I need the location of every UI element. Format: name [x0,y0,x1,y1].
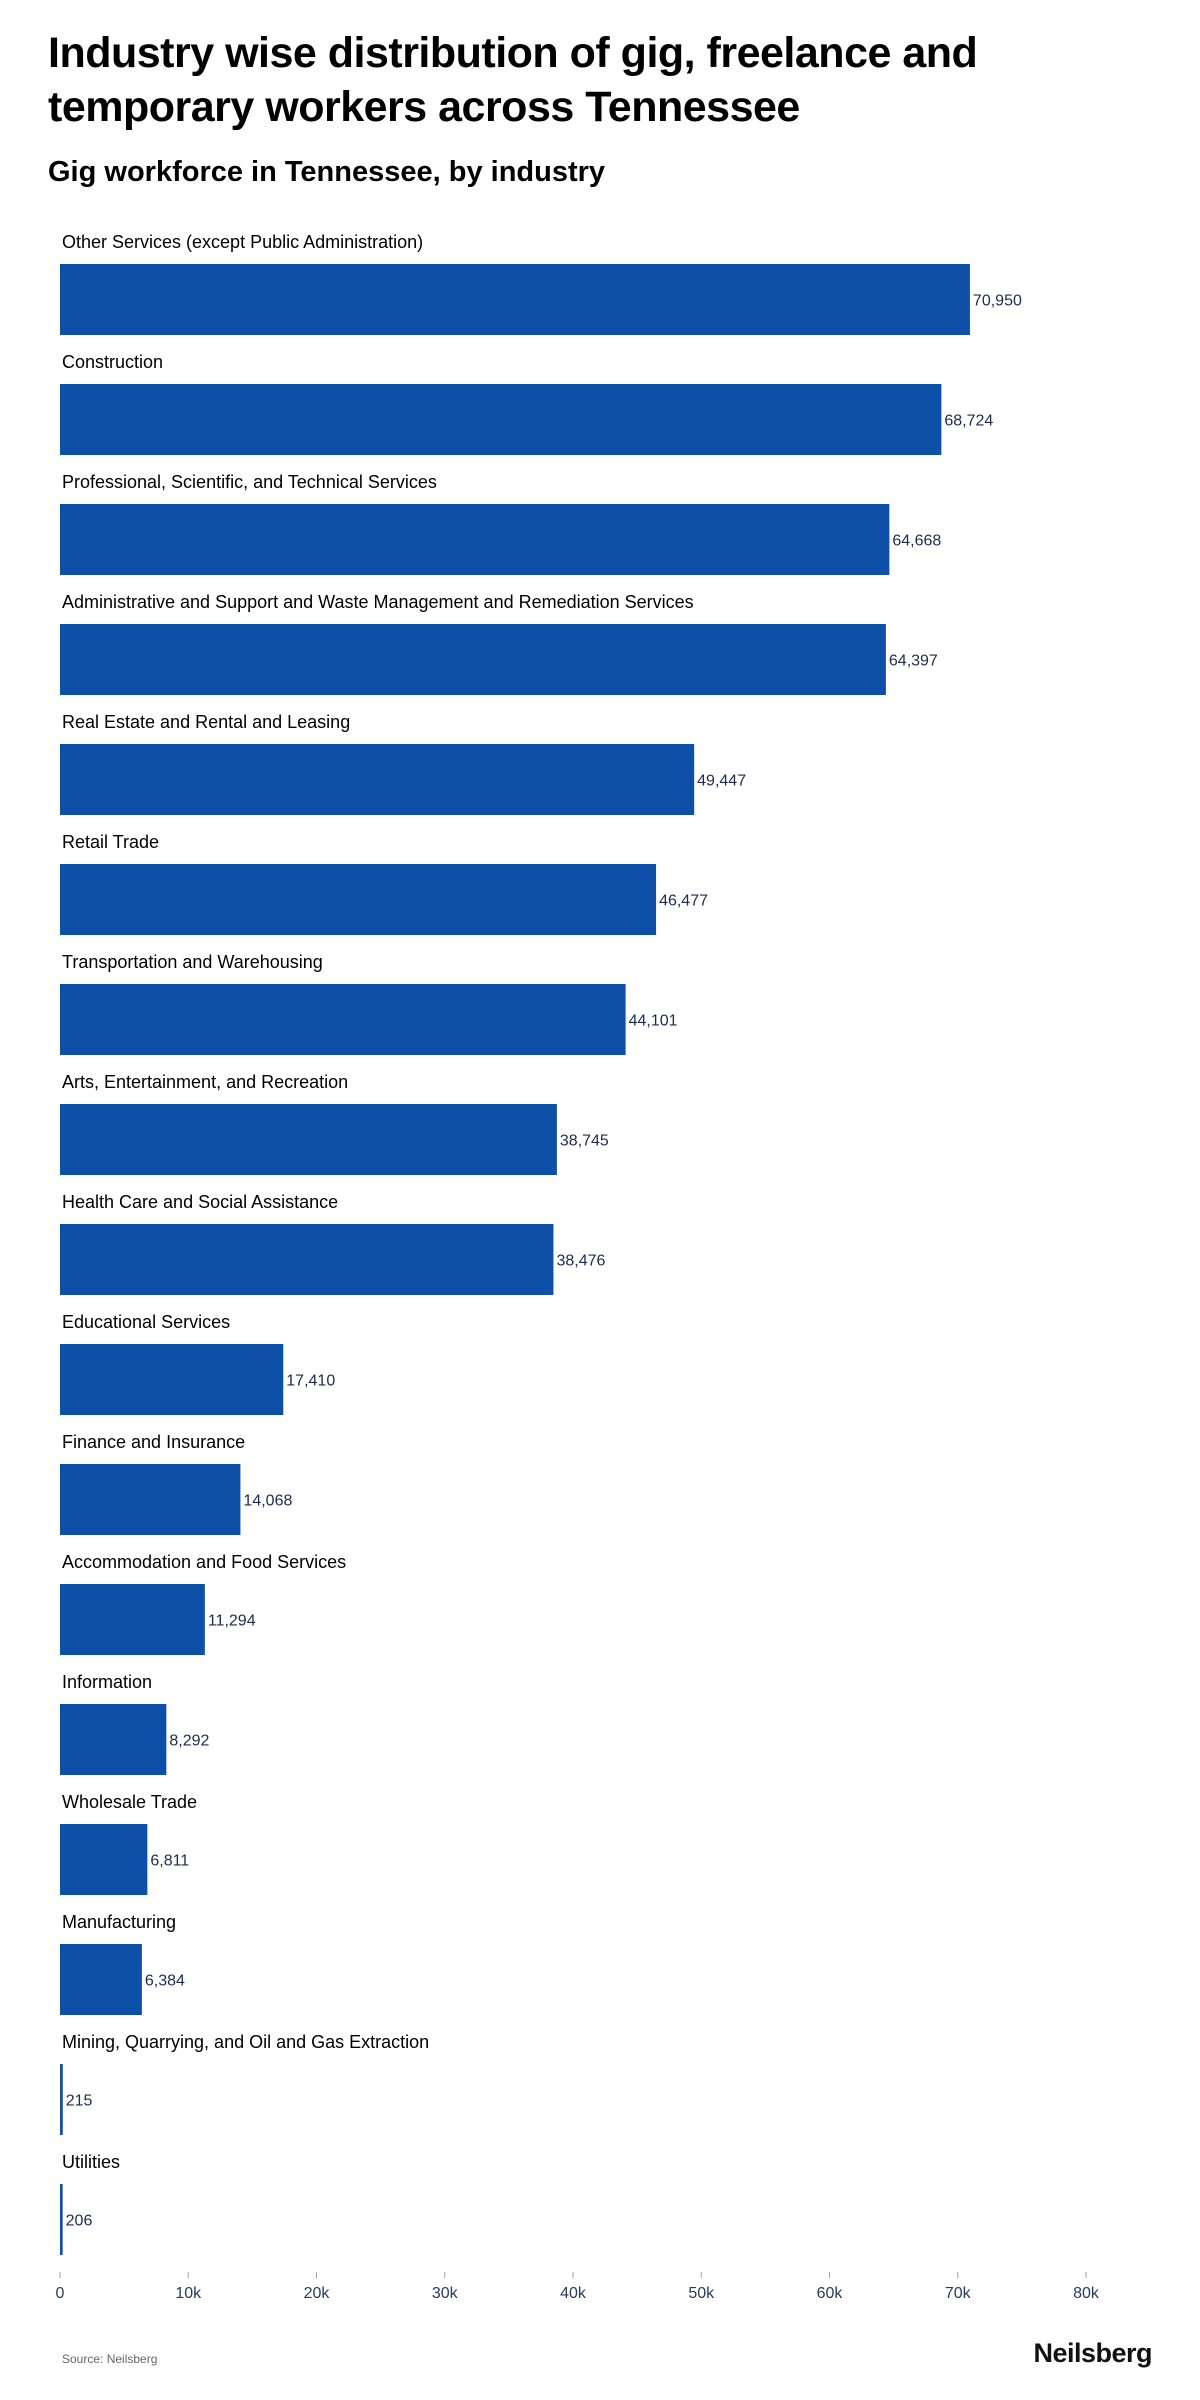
value-label: 6,811 [150,1853,189,1870]
value-label: 206 [66,2213,93,2230]
bar [60,384,942,455]
category-label: Utilities [62,2152,120,2172]
bar [60,2064,63,2135]
bar [60,1704,167,1775]
category-label: Mining, Quarrying, and Oil and Gas Extra… [62,2032,429,2052]
value-label: 49,447 [697,773,746,790]
value-label: 215 [66,2093,93,2110]
category-label: Health Care and Social Assistance [62,1192,338,1212]
bar [60,1824,148,1895]
category-label: Finance and Insurance [62,1432,245,1452]
category-label: Professional, Scientific, and Technical … [62,472,437,492]
bar [60,1224,554,1295]
x-tick-label: 10k [175,2285,202,2302]
category-label: Manufacturing [62,1912,176,1932]
x-tick-label: 70k [945,2285,972,2302]
bar [60,264,970,335]
value-label: 11,294 [208,1613,256,1630]
bar [60,1344,284,1415]
x-tick-label: 50k [688,2285,715,2302]
category-label: Other Services (except Public Administra… [62,232,423,252]
x-tick-label: 0 [56,2285,65,2302]
x-tick-label: 40k [560,2285,587,2302]
source-note: Source: Neilsberg [62,2352,158,2366]
value-label: 6,384 [145,1973,185,1990]
value-label: 44,101 [629,1013,678,1030]
value-label: 46,477 [659,893,708,910]
bar [60,624,886,695]
category-label: Administrative and Support and Waste Man… [62,592,694,612]
value-label: 64,397 [889,653,938,670]
bar [60,984,626,1055]
value-label: 38,745 [560,1133,609,1150]
category-label: Information [62,1672,152,1692]
value-label: 68,724 [944,413,993,430]
category-label: Real Estate and Rental and Leasing [62,712,350,732]
x-tick-label: 60k [817,2285,844,2302]
bar [60,864,657,935]
bar [60,504,890,575]
bar [60,1464,241,1535]
category-label: Educational Services [62,1312,230,1332]
bar [60,1944,142,2015]
page-title: Industry wise distribution of gig, freel… [48,29,978,131]
bar [60,2184,63,2255]
bar [60,1104,557,1175]
chart-subtitle: Gig workforce in Tennessee, by industry [48,156,606,188]
value-label: 38,476 [556,1253,605,1270]
category-label: Wholesale Trade [62,1792,197,1812]
category-label: Arts, Entertainment, and Recreation [62,1072,348,1092]
x-tick-label: 20k [304,2285,331,2302]
value-label: 64,668 [892,533,941,550]
value-label: 17,410 [286,1373,335,1390]
value-label: 14,068 [243,1493,292,1510]
category-label: Accommodation and Food Services [62,1552,346,1572]
x-tick-label: 80k [1073,2285,1100,2302]
value-label: 70,950 [973,293,1022,310]
bar [60,744,695,815]
category-label: Retail Trade [62,832,159,852]
x-tick-label: 30k [432,2285,459,2302]
bar [60,1584,205,1655]
brand-logo: Neilsberg [1033,2338,1152,2368]
category-label: Transportation and Warehousing [62,952,323,972]
value-label: 8,292 [169,1733,209,1750]
category-label: Construction [62,352,163,372]
